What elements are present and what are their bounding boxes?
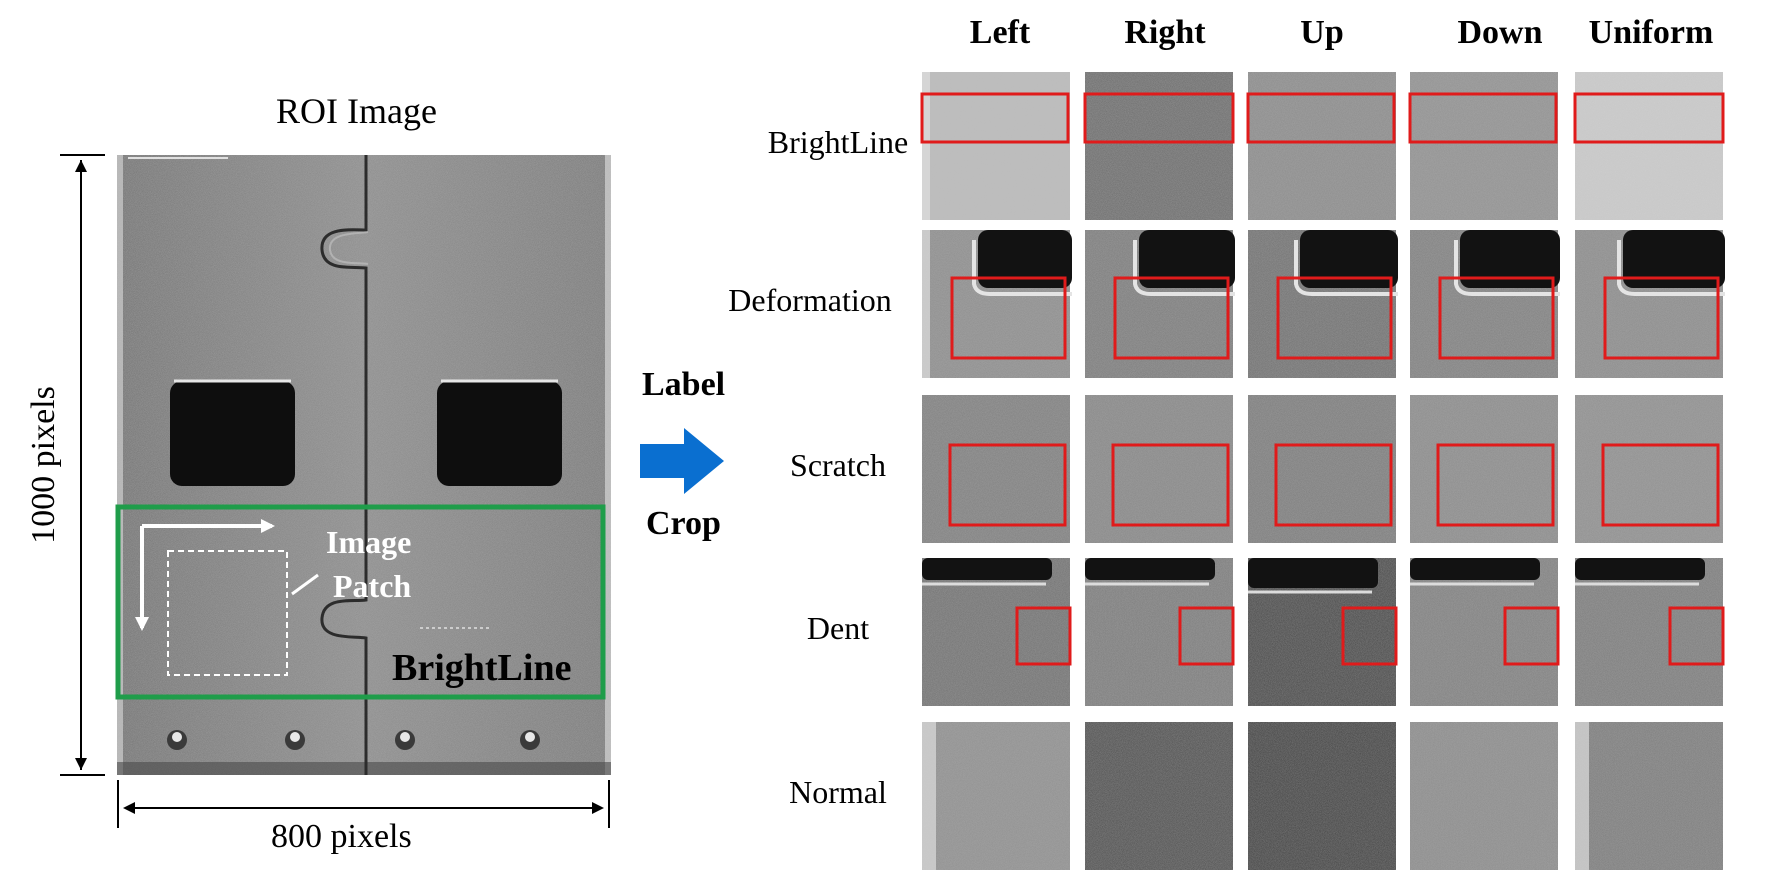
patch-dent-down: [1410, 558, 1560, 706]
label-step-text: Label: [642, 366, 726, 403]
width-dimension: [117, 780, 610, 828]
roi-title: ROI Image: [276, 91, 437, 131]
patch-normal-right: [1085, 722, 1233, 870]
brightline-region-label: BrightLine: [392, 647, 572, 689]
patch-scratch-uniform: [1575, 395, 1723, 543]
hole-left: [170, 381, 295, 486]
patch-dent-right: [1085, 558, 1235, 706]
patch-deformation-right: [1085, 230, 1235, 378]
patch-deformation-up: [1248, 230, 1398, 378]
image-patch-box: [167, 550, 288, 676]
patch-dent-uniform: [1575, 558, 1725, 706]
defect-box: [1274, 443, 1393, 527]
defect-box: [1015, 606, 1072, 666]
patch-scratch-up: [1248, 395, 1396, 543]
patch-dent-up: [1248, 558, 1398, 706]
patch-normal-down: [1410, 722, 1558, 870]
patch-normal-left: [922, 722, 1070, 870]
patch-pointer-line: [291, 573, 319, 596]
roi-panel: [60, 154, 611, 828]
defect-box: [1113, 276, 1230, 360]
process-arrow: [640, 428, 724, 494]
image-patch-label-1: Image: [326, 524, 412, 560]
defect-box: [1111, 443, 1230, 527]
right-arrow-icon: [640, 428, 724, 494]
roi-image: [117, 155, 611, 775]
patch-deformation-down: [1410, 230, 1560, 378]
defect-box: [950, 276, 1067, 360]
column-header-up: Up: [1300, 14, 1344, 51]
defect-box: [1408, 92, 1558, 144]
patch-scratch-left: [922, 395, 1070, 543]
patch-scratch-right: [1085, 395, 1233, 543]
defect-box: [1178, 606, 1235, 666]
width-label: 800 pixels: [271, 818, 412, 855]
patch-deformation-left: [922, 230, 1072, 378]
row-label-dent: Dent: [806, 610, 870, 646]
defect-box: [1503, 606, 1560, 666]
row-label-deformation: Deformation: [728, 282, 892, 318]
defect-box: [1246, 92, 1396, 144]
column-header-down: Down: [1457, 14, 1543, 51]
hole-right: [437, 381, 562, 486]
patch-deformation-uniform: [1575, 230, 1725, 378]
defect-box: [1668, 606, 1725, 666]
height-dimension: [60, 154, 105, 776]
patch-scratch-down: [1410, 395, 1558, 543]
defect-box: [1603, 276, 1720, 360]
defect-box: [920, 92, 1070, 144]
dimples: [167, 730, 540, 750]
column-header-right: Right: [1124, 14, 1206, 51]
patch-normal-uniform: [1575, 722, 1723, 870]
patch-brightline-down: [1408, 72, 1558, 220]
defect-box: [1083, 92, 1235, 144]
defect-box: [1276, 276, 1393, 360]
patch-brightline-up: [1246, 72, 1396, 220]
row-label-brightline: BrightLine: [767, 124, 909, 160]
defect-box: [1573, 92, 1725, 144]
defect-box: [1436, 443, 1555, 527]
patch-brightline-right: [1083, 72, 1235, 220]
row-label-normal: Normal: [789, 774, 887, 810]
column-header-uniform: Uniform: [1588, 14, 1714, 51]
patch-normal-up: [1248, 722, 1396, 870]
row-label-scratch: Scratch: [790, 447, 886, 483]
defect-box: [1438, 276, 1555, 360]
defect-box: [1601, 443, 1720, 527]
brightline-region-box: [115, 504, 606, 700]
patch-brightline-uniform: [1573, 72, 1725, 220]
image-patch-label-2: Patch: [333, 568, 412, 604]
patch-dent-left: [922, 558, 1072, 706]
patch-brightline-left: [920, 72, 1070, 220]
column-header-left: Left: [969, 14, 1031, 51]
defect-box: [1341, 606, 1398, 666]
crop-step-text: Crop: [646, 505, 721, 542]
defect-box: [948, 443, 1067, 527]
